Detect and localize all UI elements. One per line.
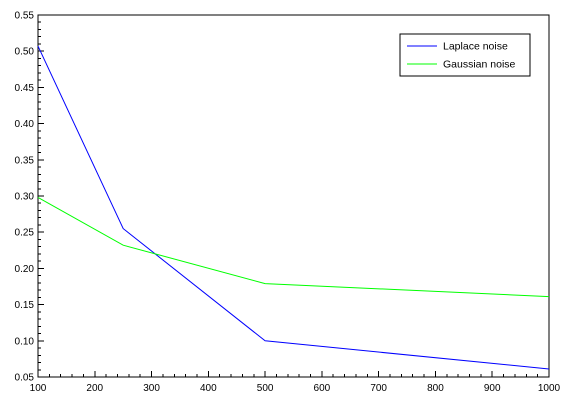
legend: Laplace noise Gaussian noise: [399, 33, 531, 77]
y-tick-label: 0.55: [15, 11, 35, 22]
y-tick-label: 0.40: [15, 119, 35, 130]
y-tick-label: 0.30: [15, 192, 35, 203]
x-tick-label: 700: [370, 383, 387, 394]
series-line-laplace-noise: [37, 45, 550, 370]
series-lines: [37, 45, 550, 370]
x-tick-label: 600: [314, 383, 331, 394]
legend-box: [399, 33, 531, 77]
x-tick-label: 800: [427, 383, 444, 394]
x-tick-label: 200: [86, 383, 103, 394]
legend-label: Laplace noise: [443, 41, 508, 53]
x-tick-label: 100: [30, 383, 47, 394]
legend-label: Gaussian noise: [443, 59, 516, 71]
y-tick-label: 0.45: [15, 83, 35, 94]
y-tick-label: 0.05: [15, 373, 35, 384]
x-tick-label: 1000: [538, 383, 561, 394]
y-tick-label: 0.10: [15, 336, 35, 347]
y-tick-label: 0.50: [15, 47, 35, 58]
y-tick-label: 0.15: [15, 300, 35, 311]
y-tick-label: 0.20: [15, 264, 35, 275]
x-tick-label: 400: [200, 383, 217, 394]
axes: 100 200 300 400 500 600 700 800 900 1000 0.05 0.10 0…: [15, 11, 561, 395]
y-tick-label: 0.25: [15, 228, 35, 239]
x-tick-label: 500: [257, 383, 274, 394]
y-tick-label: 0.35: [15, 155, 35, 166]
x-tick-label: 300: [143, 383, 160, 394]
series-line-gaussian-noise: [37, 196, 550, 298]
x-tick-label: 900: [484, 383, 501, 394]
